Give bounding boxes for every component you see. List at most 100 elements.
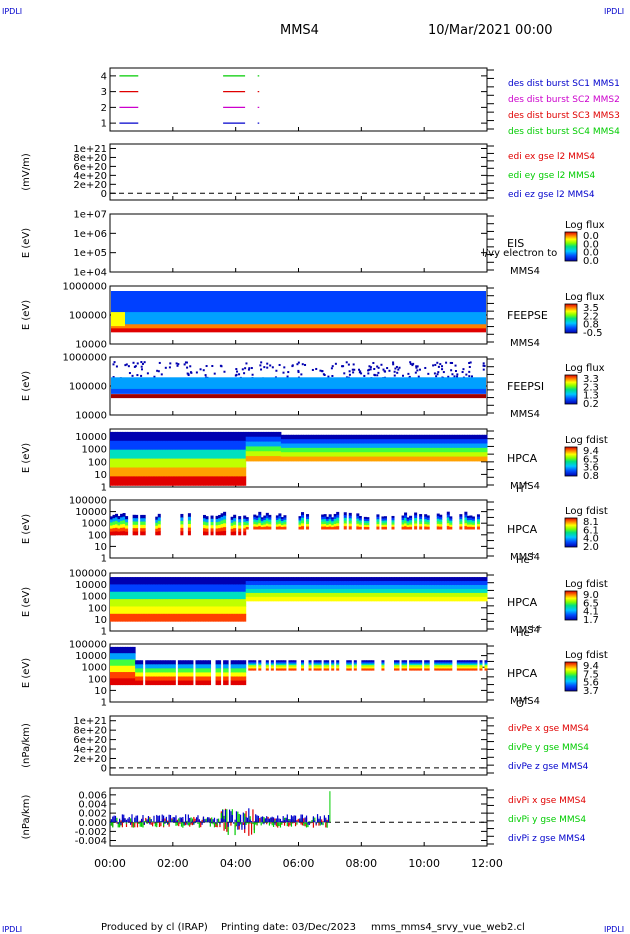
- heatmap-cell: [446, 523, 450, 527]
- heatmap-cell: [233, 514, 237, 519]
- heatmap-cell: [459, 439, 463, 444]
- heatmap-cell: [280, 660, 284, 663]
- heatmap-cell: [150, 676, 154, 682]
- heatmap-cell: [225, 606, 229, 615]
- heatmap-cell: [195, 668, 199, 673]
- heatmap-cell: [172, 672, 176, 677]
- heatmap-cell: [434, 592, 438, 598]
- heatmap-cell: [233, 528, 237, 532]
- heatmap-cell: [180, 672, 184, 677]
- heatmap-cell: [273, 588, 277, 594]
- heatmap-cell: [409, 665, 413, 668]
- heatmap-cell: [285, 596, 289, 602]
- heatmap-cell: [424, 665, 428, 668]
- heatmap-cell: [318, 592, 322, 598]
- heatmap-cell: [182, 467, 186, 477]
- spacecraft-name: MMS4: [510, 409, 540, 420]
- heatmap-cell: [165, 599, 169, 607]
- heatmap-cell: [135, 676, 139, 682]
- heatmap-cell: [110, 458, 114, 468]
- heatmap-cell: [157, 467, 161, 477]
- heatmap-cell: [469, 581, 473, 586]
- heatmap-cell: [361, 663, 365, 666]
- footer-produced-by: Produced by cl (IRAP): [101, 922, 208, 933]
- y-tick-label: 10: [94, 615, 107, 626]
- heatmap-cell: [471, 443, 475, 449]
- heatmap-cell: [192, 606, 196, 615]
- heatmap-cell: [321, 596, 325, 602]
- heatmap-cell: [255, 436, 259, 443]
- heatmap-cell: [378, 588, 382, 594]
- heatmap-cell: [243, 599, 247, 607]
- heatmap-cell: [278, 523, 282, 527]
- heatmap-cell: [401, 434, 405, 440]
- species-charge: ++: [529, 623, 542, 632]
- heatmap-cell: [147, 431, 151, 442]
- heatmap-cell: [135, 514, 139, 519]
- heatmap-cell: [419, 663, 423, 666]
- heatmap-cell: [142, 458, 146, 468]
- heatmap-cell: [356, 521, 360, 525]
- heatmap-cell: [343, 452, 347, 458]
- heatmap-cell: [391, 518, 395, 521]
- heatmap-cell: [363, 452, 367, 458]
- heatmap-cell: [235, 676, 239, 682]
- heatmap-cell: [192, 613, 196, 622]
- y-tick-label: 1: [101, 698, 107, 709]
- heatmap-cell: [416, 666, 420, 669]
- heatmap-cell: [285, 584, 289, 590]
- heatmap-cell: [449, 522, 453, 526]
- heatmap-cell: [396, 668, 400, 671]
- heatmap-cell: [388, 581, 392, 586]
- heatmap-cell: [243, 531, 247, 536]
- heatmap-cell: [479, 447, 483, 453]
- heatmap-cell: [130, 449, 134, 460]
- heatmap-cell: [112, 606, 116, 615]
- heatmap-cell: [439, 666, 443, 669]
- heatmap-cell: [348, 665, 352, 668]
- heatmap-cell: [295, 588, 299, 594]
- heatmap-cell: [278, 526, 282, 530]
- heatmap-cell: [243, 525, 247, 529]
- heatmap-cell: [361, 456, 365, 462]
- heatmap-cell: [436, 518, 440, 522]
- heatmap-cell: [150, 606, 154, 615]
- heatmap-cell: [456, 592, 460, 598]
- heatmap-cell: [230, 660, 234, 665]
- heatmap-cell: [140, 521, 144, 526]
- heatmap-cell: [313, 456, 317, 462]
- heatmap-cell: [270, 581, 274, 586]
- heatmap-cell: [110, 449, 114, 460]
- heatmap-cell: [409, 666, 413, 669]
- heatmap-cell: [205, 676, 209, 682]
- heatmap-cell: [301, 584, 305, 590]
- heatmap-cell: [456, 584, 460, 590]
- heatmap-cell: [260, 446, 264, 452]
- y-tick-label: 10000: [75, 432, 107, 443]
- heatmap-cell: [230, 680, 234, 686]
- heatmap-cell: [381, 663, 385, 666]
- heatmap-cell: [240, 664, 244, 669]
- heatmap-cell: [336, 511, 340, 516]
- heatmap-cell: [368, 665, 372, 668]
- heatmap-cell: [351, 596, 355, 602]
- heatmap-cell: [316, 668, 320, 671]
- heatmap-cell: [399, 584, 403, 590]
- heatmap-cell: [202, 660, 207, 665]
- heatmap-cell: [278, 581, 282, 586]
- heatmap-cell: [155, 606, 159, 615]
- heatmap-cell: [411, 661, 415, 665]
- heatmap-cell: [290, 456, 294, 462]
- heatmap-cell: [293, 596, 297, 602]
- heatmap-cell: [152, 449, 156, 460]
- heatmap-cell: [446, 520, 450, 524]
- heatmap-cell: [160, 599, 164, 607]
- heatmap-cell: [200, 599, 204, 607]
- heatmap-cell: [343, 588, 347, 594]
- heatmap-cell: [230, 591, 234, 600]
- heatmap-cell: [110, 665, 114, 673]
- heatmap-cell: [110, 584, 114, 593]
- heatmap-cell: [142, 528, 146, 532]
- heatmap-cell: [215, 440, 219, 451]
- heatmap-cell: [444, 663, 448, 666]
